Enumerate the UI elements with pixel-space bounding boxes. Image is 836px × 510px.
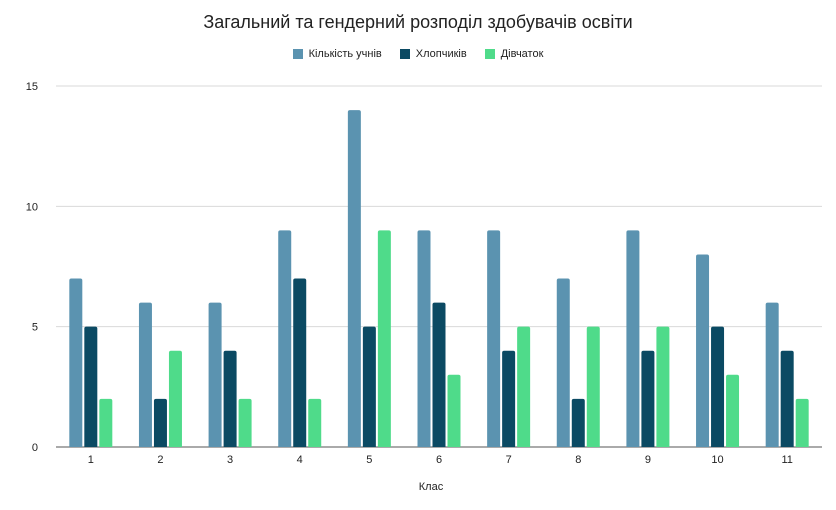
bar (362, 326, 376, 447)
legend-swatch-total (292, 49, 303, 59)
legend-label-girls: Дівчаток (500, 48, 544, 60)
legend-swatch-girls (484, 49, 495, 59)
x-tick-label: 3 (227, 454, 233, 466)
bar (795, 398, 809, 447)
bar (626, 230, 640, 447)
legend-swatch-boys (399, 49, 410, 59)
y-tick-label: 10 (26, 201, 38, 213)
bar (711, 326, 725, 447)
x-tick-label: 7 (506, 454, 512, 466)
x-tick-label: 6 (436, 454, 442, 466)
bar (99, 398, 113, 447)
y-tick-label: 15 (26, 81, 38, 93)
bar (208, 302, 222, 447)
x-tick-label: 11 (781, 454, 792, 466)
bar (153, 398, 167, 447)
legend-label-total: Кількість учнів (308, 48, 382, 60)
bar (487, 230, 501, 447)
bar (417, 230, 431, 447)
bar (432, 302, 446, 447)
bar (84, 326, 98, 447)
legend: Кількість учнів Хлопчиків Дівчаток (0, 48, 836, 60)
x-tick-label: 8 (575, 454, 581, 466)
bar (69, 278, 83, 447)
bar (726, 374, 740, 447)
x-tick-label: 2 (157, 454, 163, 466)
legend-item-boys: Хлопчиків (399, 48, 467, 60)
x-tick-label: 9 (645, 454, 651, 466)
bar (223, 350, 237, 447)
legend-item-girls: Дівчаток (484, 48, 544, 60)
bar (656, 326, 670, 447)
bar (780, 350, 794, 447)
bar (168, 350, 182, 447)
bar (347, 110, 361, 448)
legend-label-boys: Хлопчиків (415, 48, 467, 60)
legend-item-total: Кількість учнів (292, 48, 382, 60)
x-tick-label: 5 (366, 454, 372, 466)
bar (138, 302, 152, 447)
chart-title: Загальний та гендерний розподіл здобувач… (203, 12, 633, 32)
bar (502, 350, 516, 447)
x-tick-label: 10 (711, 454, 723, 466)
x-tick-label: 4 (297, 454, 303, 466)
bar (641, 350, 655, 447)
bar (696, 254, 710, 447)
bar (308, 398, 322, 447)
bar (377, 230, 391, 447)
bar (765, 302, 779, 447)
x-tick-label: 1 (88, 454, 94, 466)
y-tick-label: 0 (32, 442, 38, 454)
bar (293, 278, 307, 447)
bar (447, 374, 461, 447)
bar (571, 398, 585, 447)
bar (556, 278, 570, 447)
bar (586, 326, 600, 447)
bar (238, 398, 252, 447)
x-axis-label: Клас (419, 481, 444, 493)
bar (278, 230, 292, 447)
y-tick-label: 5 (32, 322, 38, 334)
bar (517, 326, 531, 447)
